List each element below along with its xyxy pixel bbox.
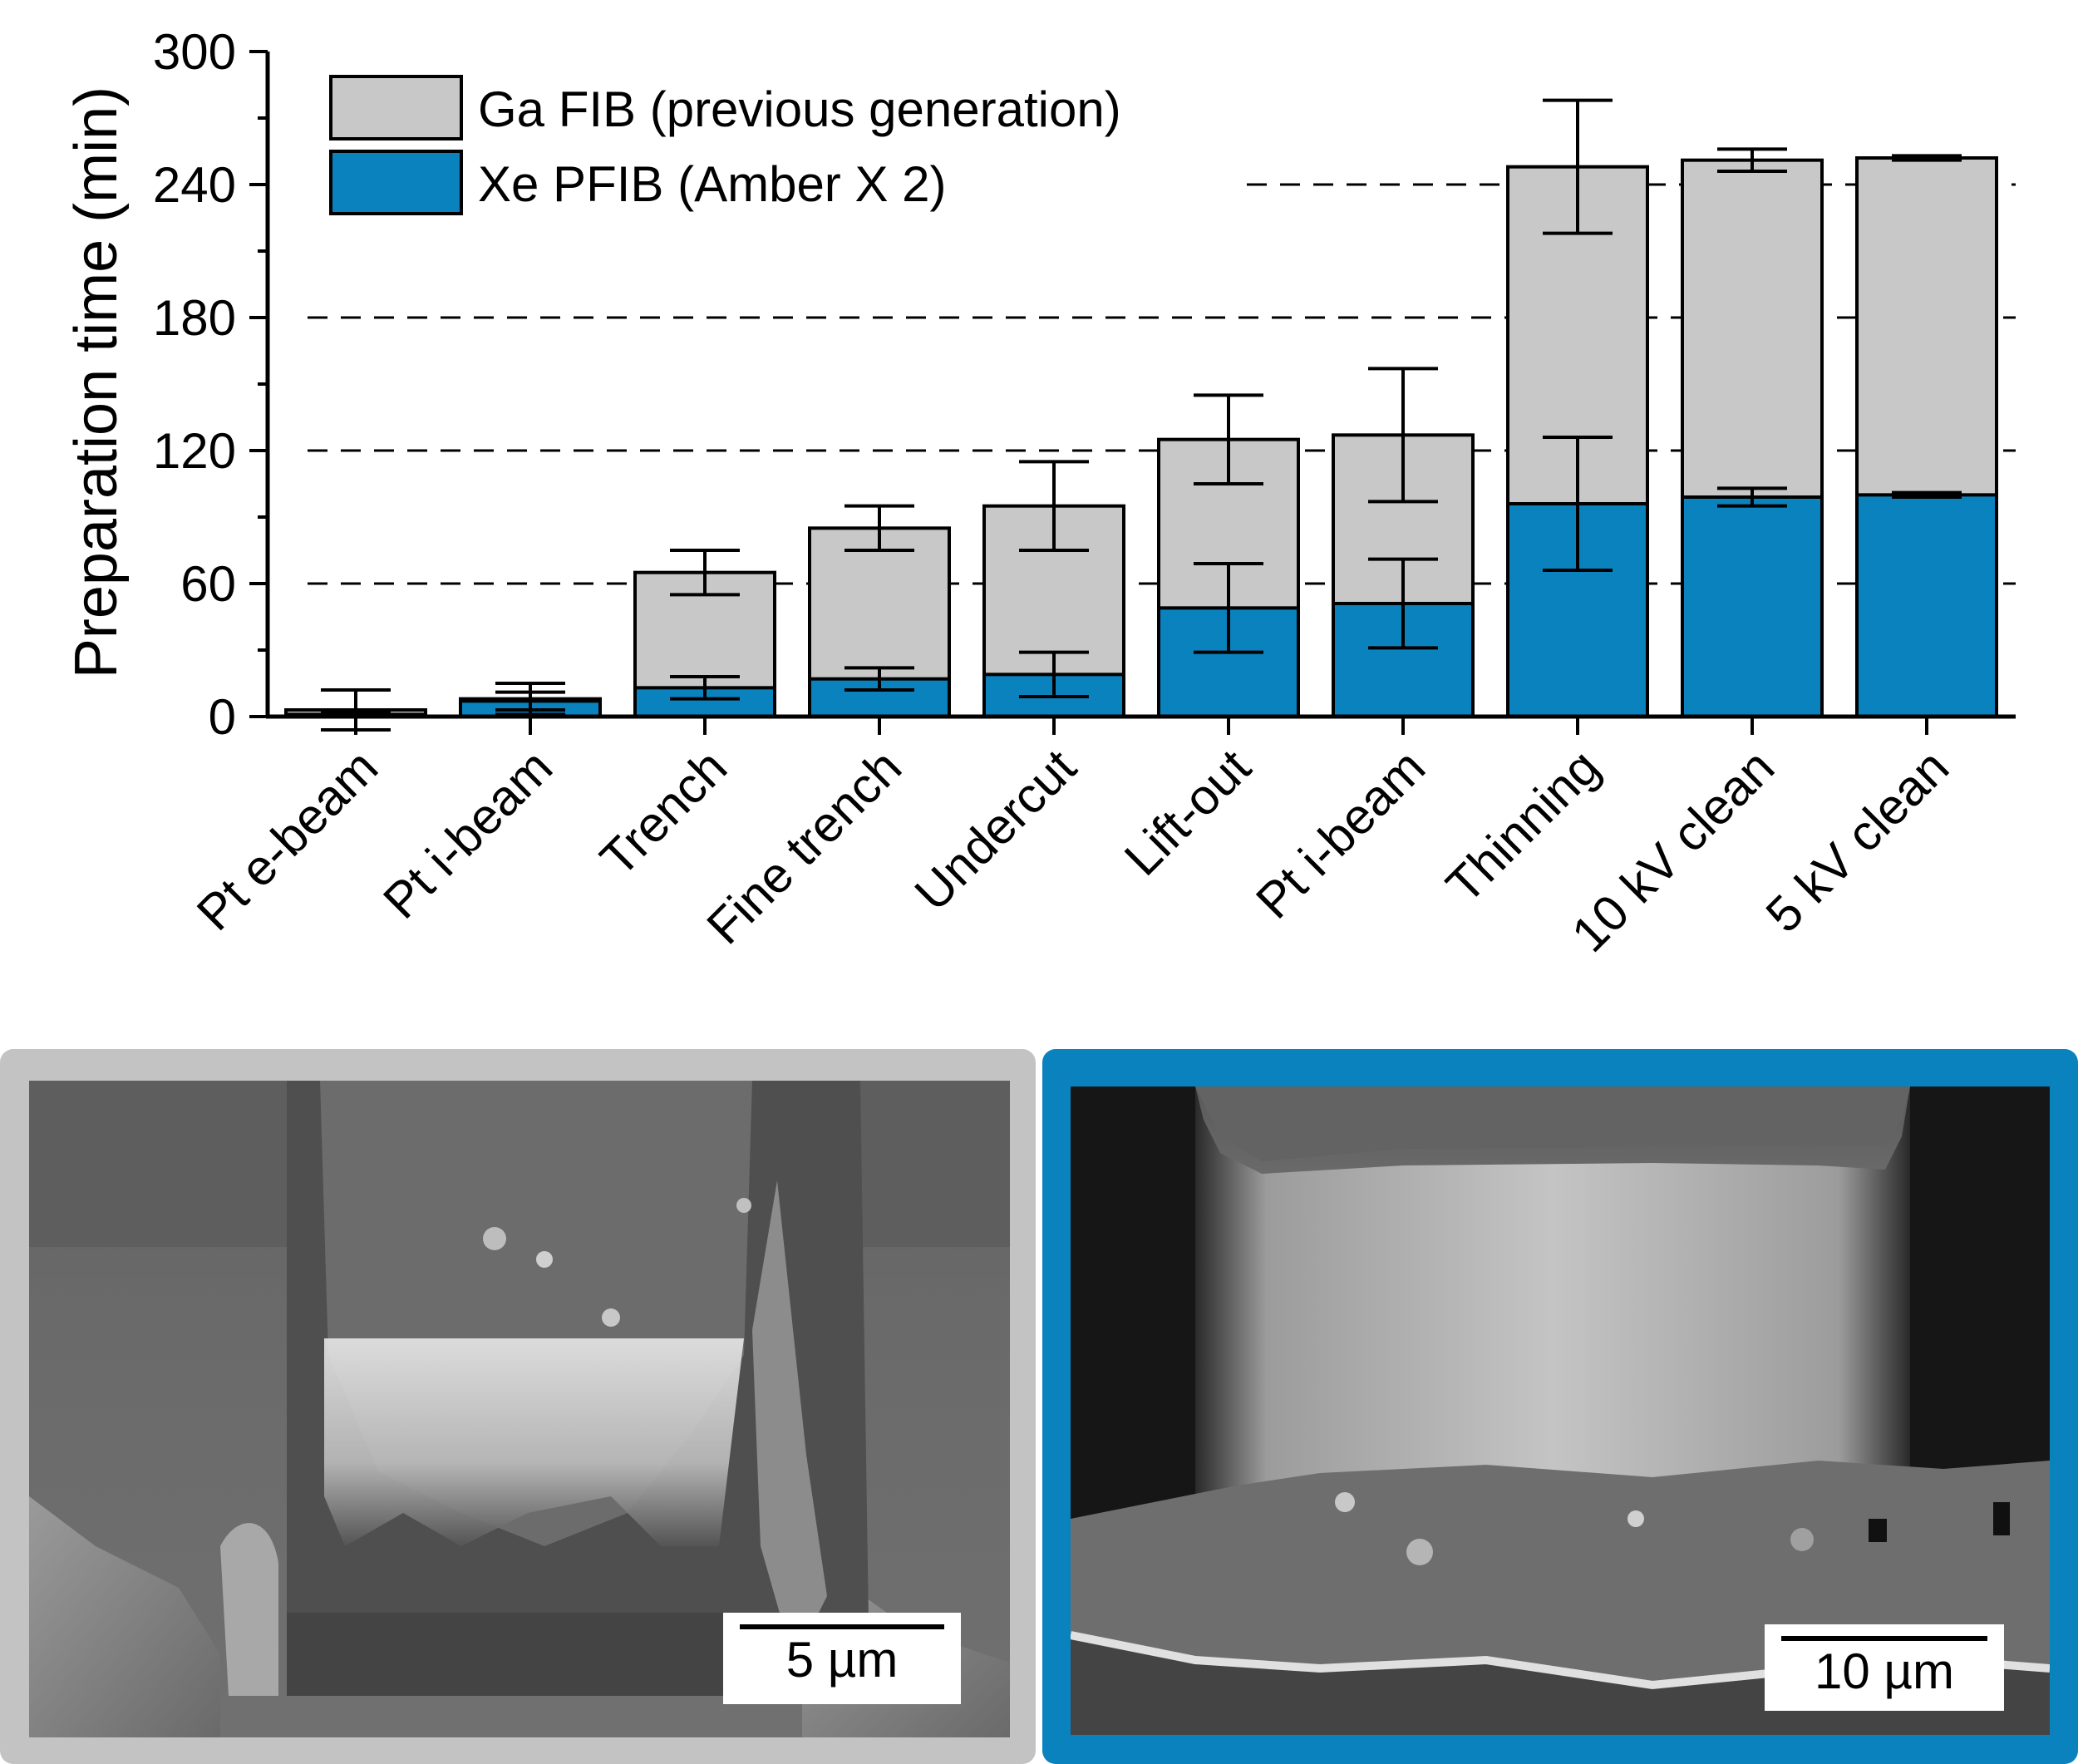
bars: [284, 98, 1998, 732]
legend-label-xe: Xe PFIB (Amber X 2): [478, 156, 947, 212]
x-tick-label: Pt e-beam: [186, 739, 388, 941]
scale-bar-label: 5 µm: [785, 1632, 899, 1688]
scale-bar-label: 10 µm: [1815, 1643, 1954, 1699]
legend-swatch-ga: [329, 75, 463, 140]
sem-image-ga-lamella: 5 µm: [29, 1081, 1010, 1737]
x-tick-label: Undercut: [904, 739, 1087, 922]
y-tick-label: 240: [153, 157, 236, 213]
micrograph-panel-xe: 10 µm: [1042, 1049, 2078, 1764]
micrograph-panel-ga: 5 µm: [0, 1049, 1036, 1764]
legend-label-ga: Ga FIB (previous generation): [478, 81, 1121, 137]
legend-swatch-xe: [329, 150, 463, 215]
y-tick-label: 180: [153, 290, 236, 346]
x-tick-label: Lift-out: [1114, 739, 1261, 886]
x-tick-label: 5 kV clean: [1755, 739, 1959, 943]
scale-bar-line: [740, 1624, 944, 1629]
x-tick-label: Pt i-beam: [372, 739, 563, 929]
sem-image-xe-lamella: 10 µm: [1071, 1086, 2050, 1735]
bar-xe-8: [1681, 495, 1824, 718]
scale-bar-right: 10 µm: [1765, 1624, 2004, 1711]
x-tick-label: Pt i-beam: [1245, 739, 1435, 929]
y-ticks: 0 60 120 180 240 300: [153, 24, 268, 745]
y-axis-label: Preparation time (min): [63, 86, 130, 678]
x-tick-label: Trench: [589, 739, 737, 887]
scale-bar-line: [1781, 1636, 1987, 1641]
bar-xe-9: [1855, 493, 1998, 718]
x-tick-label: Thinning: [1435, 739, 1610, 914]
y-tick-label: 300: [153, 24, 236, 80]
y-tick-label: 60: [180, 556, 236, 612]
scale-bar-left: 5 µm: [723, 1613, 961, 1704]
y-tick-label: 0: [209, 689, 236, 745]
legend: Ga FIB (previous generation) Xe PFIB (Am…: [329, 75, 1121, 215]
y-tick-label: 120: [153, 423, 236, 479]
